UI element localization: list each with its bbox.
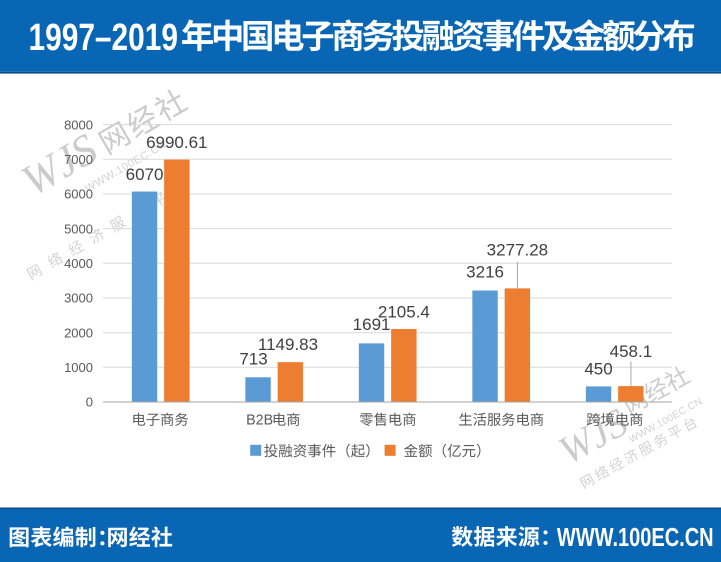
svg-text:4000: 4000 [64, 256, 93, 271]
svg-text:WWW.100EC.CN: WWW.100EC.CN [557, 523, 714, 552]
svg-text:7000: 7000 [64, 152, 93, 167]
svg-text:3277.28: 3277.28 [487, 240, 548, 259]
svg-text:3000: 3000 [64, 291, 93, 306]
svg-text:6070: 6070 [126, 165, 164, 184]
svg-text:458.1: 458.1 [610, 342, 653, 361]
svg-text:1997–2019: 1997–2019 [29, 16, 178, 58]
svg-text:1691: 1691 [353, 315, 391, 334]
svg-text:1149.83: 1149.83 [258, 335, 318, 354]
svg-text:2000: 2000 [64, 325, 93, 340]
svg-text:3216: 3216 [466, 263, 504, 282]
svg-text:713: 713 [239, 350, 267, 369]
svg-text:5000: 5000 [64, 221, 93, 236]
svg-text:2105.4: 2105.4 [378, 303, 430, 322]
svg-text:B2B: B2B [246, 413, 273, 429]
svg-text:0: 0 [86, 395, 93, 410]
svg-text:8000: 8000 [64, 117, 93, 132]
svg-text:1000: 1000 [64, 360, 93, 375]
svg-text:450: 450 [584, 360, 612, 379]
svg-text:6000: 6000 [64, 187, 93, 202]
svg-text:6990.61: 6990.61 [146, 133, 207, 152]
